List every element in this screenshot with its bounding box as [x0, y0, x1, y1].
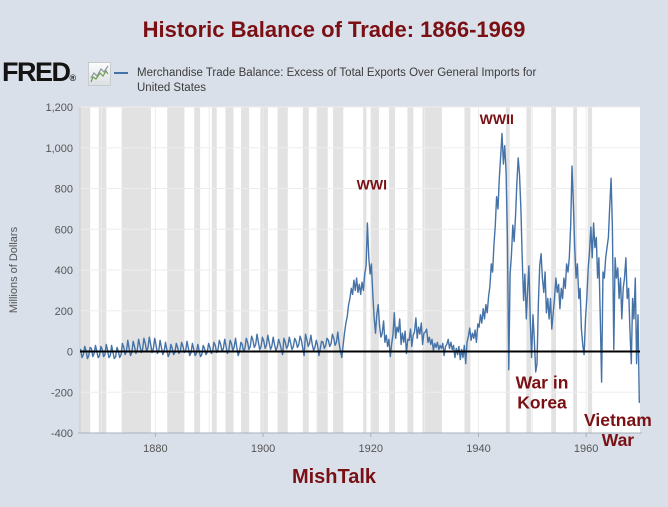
y-tick-label: 0	[67, 347, 73, 359]
y-tick-label: 400	[55, 265, 73, 277]
fred-sparkline-icon	[88, 62, 111, 86]
y-tick-label: -200	[51, 387, 73, 399]
annotation-korea: War in Korea	[516, 372, 569, 412]
series-label-line2: United States	[137, 82, 207, 94]
annotation-wwii: WWII	[480, 111, 514, 127]
series-line-marker	[114, 72, 128, 74]
x-tick-label: 1940	[466, 443, 490, 455]
y-tick-label: -400	[51, 428, 73, 440]
page-title: Historic Balance of Trade: 1866-1969	[142, 17, 526, 42]
y-tick-label: 1,000	[45, 143, 73, 155]
registered-trademark-symbol: ®	[69, 73, 77, 83]
y-tick-label: 600	[55, 224, 73, 236]
fred-logo-text: FRED	[2, 57, 71, 87]
y-tick-label: 1,200	[45, 102, 73, 114]
legend: Merchandise Trade Balance: Excess of Tot…	[114, 66, 536, 96]
fred-logo: FRED®	[2, 59, 76, 92]
y-tick-label: 200	[55, 306, 73, 318]
footer-brand: MishTalk	[291, 466, 377, 488]
x-tick-label: 1900	[251, 443, 275, 455]
y-tick-label: 800	[55, 184, 73, 196]
series-label-line1: Merchandise Trade Balance: Excess of Tot…	[137, 67, 537, 79]
x-tick-label: 1920	[359, 443, 383, 455]
series-line	[80, 132, 640, 404]
x-tick-label: 1880	[143, 443, 167, 455]
annotation-vietnam: Vietnam War	[584, 410, 652, 450]
annotation-wwi: WWI	[357, 176, 387, 192]
x-tick-label: 1960	[574, 443, 598, 455]
series-label: Merchandise Trade Balance: Excess of Tot…	[137, 66, 536, 96]
